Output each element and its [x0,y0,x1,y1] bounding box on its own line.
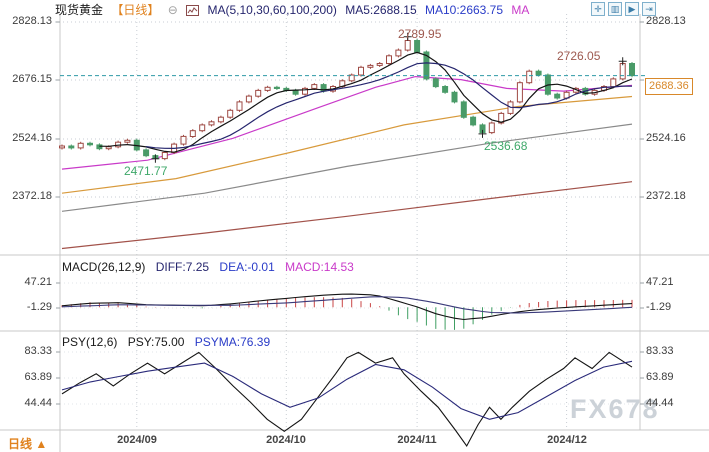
x-axis-date: 2024/09 [117,434,157,446]
chart-toolbar: ✛ ▥ ▶ ⇥ [591,2,656,16]
x-axis-date: 2024/10 [266,434,306,446]
ma30-value-label: MA [511,3,530,17]
psy-axis-label: 83.33 [24,345,52,357]
psy-axis-label: 63.89 [646,371,674,383]
step-forward-icon[interactable]: ⇥ [642,2,656,16]
y-axis-label: 2828.13 [646,15,686,27]
macd-diff-label: DIFF:7.25 [155,260,210,274]
macd-title[interactable]: MACD(26,12,9) [62,260,146,274]
y-axis-label: 2676.15 [12,73,52,85]
annotation-low-sep: 2471.77 [124,164,168,178]
psy-axis-label: 63.89 [24,371,52,383]
y-axis-label: 2372.18 [646,190,686,202]
period-selector[interactable]: 日线 ▲ [8,437,48,451]
play-forward-icon[interactable]: ▶ [625,2,639,16]
indicator-window-icon[interactable]: ▥ [608,2,622,16]
psyma-value-label: PSYMA:76.39 [194,335,271,349]
y-axis-label: 2524.16 [646,132,686,144]
current-price-badge: 2688.36 [645,78,693,95]
x-axis-date: 2024/11 [397,434,437,446]
ma5-value-label: MA5:2688.15 [345,3,417,17]
macd-dea-label: DEA:-0.01 [219,260,275,274]
macd-axis-label: 47.21 [646,276,674,288]
macd-value-label: MACD:14.53 [285,260,354,274]
chart-header: 现货黄金 【日线】 ⊖ MA(5,10,30,60,100,200) MA5:2… [55,1,534,19]
psy-value-label: PSY:75.00 [127,335,185,349]
macd-panel-header: MACD(26,12,9) DIFF:7.25 DEA:-0.01 MACD:1… [62,260,361,274]
y-axis-label: 2372.18 [12,190,52,202]
annotation-low-nov: 2536.68 [484,139,528,153]
psy-axis-label: 44.44 [24,397,52,409]
collapse-icon[interactable]: ⊖ [167,3,178,17]
macd-axis-label: -1.29 [646,301,672,313]
watermark: FX678 [570,394,660,424]
ma-settings-label: MA(5,10,30,60,100,200) [207,3,337,17]
pan-crosshair-icon[interactable]: ✛ [591,2,605,16]
macd-axis-label: -1.29 [26,301,52,313]
timeframe-label: 【日线】 [111,3,160,17]
psy-panel-header: PSY(12,6) PSY:75.00 PSYMA:76.39 [62,335,277,349]
annotation-high-dec: 2726.05 [557,49,601,63]
psy-axis-label: 83.33 [646,345,674,357]
y-axis-label: 2524.16 [12,132,52,144]
ma10-value-label: MA10:2663.75 [424,3,504,17]
psy-axis-label: 44.44 [646,397,674,409]
psy-title[interactable]: PSY(12,6) [62,335,118,349]
instrument-name: 现货黄金 [55,3,104,17]
kline-chart-icon[interactable] [186,5,200,19]
x-axis-date: 2024/12 [547,434,587,446]
annotation-high-oct: 2789.95 [398,27,442,41]
y-axis-label: 2828.13 [12,15,52,27]
macd-axis-label: 47.21 [24,276,52,288]
